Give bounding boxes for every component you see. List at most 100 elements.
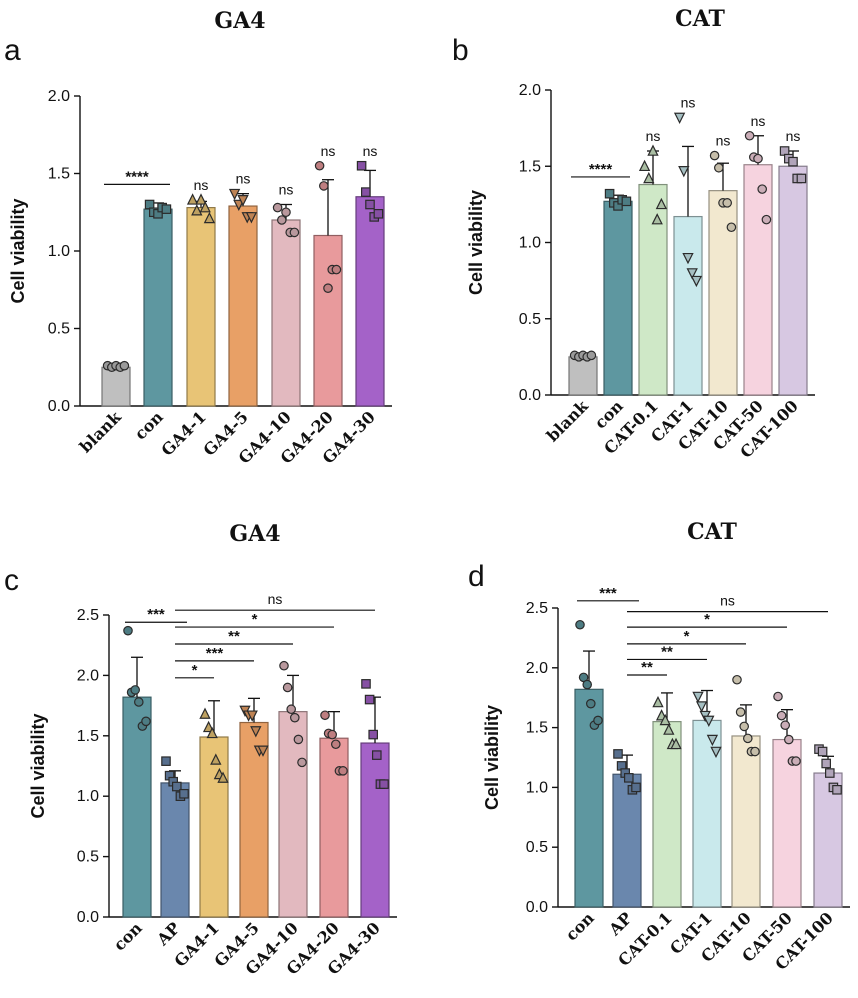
data-point bbox=[643, 171, 655, 184]
data-point bbox=[237, 195, 249, 207]
data-point bbox=[320, 710, 330, 721]
bar[interactable] bbox=[708, 190, 738, 396]
data-point bbox=[651, 213, 663, 225]
y-tick-label: 0.5 bbox=[519, 311, 541, 328]
data-point bbox=[282, 682, 293, 693]
bar[interactable] bbox=[271, 219, 301, 407]
bar[interactable] bbox=[143, 208, 173, 407]
bar[interactable] bbox=[122, 696, 152, 918]
significance-label: **** bbox=[125, 168, 149, 185]
data-point bbox=[257, 745, 269, 757]
y-tick-label: 0.0 bbox=[519, 387, 541, 404]
significance-label: ns bbox=[268, 591, 283, 607]
bar[interactable] bbox=[743, 164, 773, 396]
data-point bbox=[161, 204, 172, 214]
y-tick-label: 2.0 bbox=[48, 88, 70, 105]
bar[interactable] bbox=[638, 183, 668, 396]
data-point bbox=[202, 720, 215, 733]
bar-annotation: ns bbox=[751, 113, 766, 129]
panel-label: b bbox=[452, 34, 469, 67]
x-tick-label: con bbox=[562, 908, 598, 944]
bar[interactable] bbox=[160, 782, 190, 918]
y-tick-label: 1.5 bbox=[77, 728, 99, 745]
y-tick-label: 1.5 bbox=[519, 158, 541, 175]
data-point bbox=[281, 207, 291, 218]
data-point bbox=[678, 166, 690, 178]
significance-label: ** bbox=[661, 643, 673, 660]
bar[interactable] bbox=[278, 711, 308, 918]
bar[interactable] bbox=[355, 196, 385, 407]
data-point bbox=[780, 720, 790, 731]
data-point bbox=[330, 739, 341, 750]
data-point bbox=[585, 698, 596, 709]
data-point bbox=[742, 733, 753, 744]
data-point bbox=[199, 707, 211, 719]
data-point bbox=[228, 188, 241, 201]
data-point bbox=[739, 721, 749, 732]
data-point bbox=[314, 160, 325, 171]
data-point bbox=[372, 750, 382, 760]
data-point bbox=[761, 214, 772, 225]
bar-annotation: ns bbox=[786, 128, 801, 144]
significance-label: * bbox=[704, 611, 710, 628]
chart-title: GA4 bbox=[229, 521, 280, 547]
data-point bbox=[368, 729, 378, 740]
data-point bbox=[289, 712, 300, 723]
bar[interactable] bbox=[186, 207, 216, 407]
bar[interactable] bbox=[568, 356, 598, 396]
data-point bbox=[726, 222, 737, 233]
data-point bbox=[130, 685, 140, 695]
y-axis-label: Cell viability bbox=[28, 713, 48, 818]
bar-annotation: ns bbox=[321, 143, 336, 159]
data-point bbox=[379, 779, 389, 789]
data-point bbox=[199, 201, 211, 213]
data-point bbox=[364, 694, 375, 705]
data-point bbox=[217, 771, 229, 783]
data-point bbox=[179, 788, 189, 799]
bar[interactable] bbox=[313, 234, 343, 407]
bar[interactable] bbox=[101, 366, 131, 407]
significance-label: ** bbox=[228, 628, 240, 645]
bar-annotation: ns bbox=[363, 143, 378, 159]
bar[interactable] bbox=[772, 738, 802, 908]
bar[interactable] bbox=[778, 165, 808, 396]
panel-label: d bbox=[468, 560, 485, 593]
bar[interactable] bbox=[603, 200, 633, 396]
significance-label: *** bbox=[206, 645, 224, 662]
significance-label: ** bbox=[641, 659, 653, 676]
x-tick-label: blank bbox=[76, 407, 126, 457]
data-point bbox=[172, 781, 182, 792]
data-point bbox=[586, 350, 597, 361]
data-point bbox=[638, 159, 651, 172]
bar[interactable] bbox=[319, 737, 349, 918]
data-point bbox=[318, 181, 329, 191]
bar[interactable] bbox=[360, 742, 390, 918]
bar-annotation: ns bbox=[646, 128, 661, 144]
data-point bbox=[279, 660, 289, 671]
bar[interactable] bbox=[652, 721, 682, 908]
data-point bbox=[663, 723, 675, 735]
data-point bbox=[776, 710, 787, 721]
data-point bbox=[623, 773, 634, 783]
data-point bbox=[788, 156, 798, 167]
y-tick-label: 2.0 bbox=[519, 82, 541, 99]
data-point bbox=[134, 697, 144, 707]
x-tick-label: con bbox=[131, 407, 167, 443]
data-point bbox=[695, 701, 708, 713]
significance-label: * bbox=[684, 628, 690, 645]
data-point bbox=[773, 691, 783, 702]
data-point bbox=[732, 674, 742, 685]
y-tick-label: 2.5 bbox=[526, 600, 548, 617]
x-tick-label: AP bbox=[604, 908, 635, 939]
bar[interactable] bbox=[731, 735, 761, 908]
bar[interactable] bbox=[673, 215, 703, 396]
bar[interactable] bbox=[813, 772, 843, 908]
significance-label: * bbox=[252, 611, 258, 628]
y-tick-label: 0.0 bbox=[77, 909, 99, 926]
bar[interactable] bbox=[228, 205, 258, 407]
bar-annotation: ns bbox=[279, 182, 294, 198]
data-point bbox=[338, 766, 348, 776]
bar-annotation: ns bbox=[716, 133, 731, 149]
data-point bbox=[245, 212, 258, 224]
chart-title: CAT bbox=[675, 6, 725, 32]
